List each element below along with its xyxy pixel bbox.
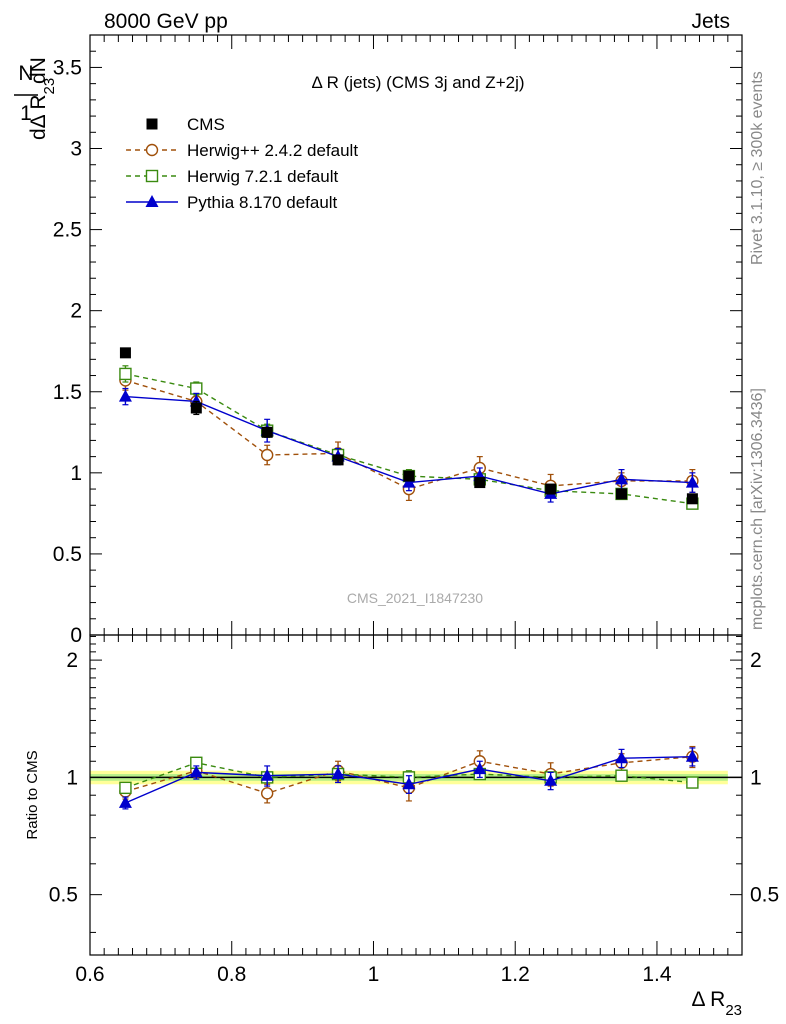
legend-marker-herwig-7-2-1-default xyxy=(145,169,159,183)
ratio-pythia-8-170-default-point xyxy=(615,751,629,764)
ratio-ytick-label-right: 0.5 xyxy=(750,884,779,907)
ratio-pythia-8-170-default-point xyxy=(331,767,345,780)
ratio-ylabel: Ratio to CMS xyxy=(24,750,41,839)
main-herwig-2-4-2-default-line xyxy=(125,379,693,490)
legend-marker-cms xyxy=(146,118,158,130)
main-herwig-7-2-1-default-point xyxy=(190,382,203,395)
main-cms-point xyxy=(616,488,628,500)
main-pythia-8-170-default-point xyxy=(615,472,629,485)
main-ytick-label: 0 xyxy=(70,624,82,647)
main-cms-point xyxy=(474,477,486,489)
main-cms-point xyxy=(686,493,698,505)
ratio-pythia-8-170-default-point xyxy=(685,749,699,762)
ratio-herwig-7-2-1-default-point xyxy=(119,781,132,795)
main-ytick-label: 3.5 xyxy=(53,56,82,79)
main-ytick-label: 1 xyxy=(70,462,82,485)
analysis-watermark: CMS_2021_I1847230 xyxy=(347,590,483,606)
ylabel-denominator: dΔ R23 xyxy=(27,78,58,140)
xtick-label: 0.6 xyxy=(75,963,104,986)
mcplots-label: mcplots.cern.ch [arXiv:1306.3436] xyxy=(749,388,766,630)
ratio-pythia-8-170-default-point xyxy=(189,765,203,778)
ratio-pythia-8-170-default-point xyxy=(260,768,274,781)
ratio-ytick-label-right: 1 xyxy=(750,766,762,789)
main-herwig-7-2-1-default-line xyxy=(125,373,693,505)
main-ytick-label: 3 xyxy=(70,138,82,161)
ratio-pythia-8-170-default-point xyxy=(402,777,416,790)
ratio-pythia-8-170-default-point xyxy=(473,762,487,775)
legend: CMS Herwig++ 2.4.2 default Herwig 7.2.1 de… xyxy=(126,115,358,212)
ratio-ytick-label-left: 1 xyxy=(66,766,78,789)
ylabel-n: N xyxy=(18,62,33,85)
main-panel: 0 0.5 1 1.5 2 2.5 3 3.5 xyxy=(53,34,743,647)
ratio-pythia-8-170-default-point xyxy=(544,773,558,786)
rivet-label: Rivet 3.1.10, ≥ 300k events xyxy=(749,71,766,265)
ylabel-one: 1 xyxy=(20,102,32,125)
legend-label-herwig-2-4-2-default: Herwig++ 2.4.2 default xyxy=(187,141,358,160)
main-ytick-label: 2 xyxy=(70,300,82,323)
ratio-herwig-7-2-1-default-point xyxy=(686,776,699,789)
main-pythia-8-170-default-point xyxy=(685,475,699,488)
ratio-frame xyxy=(89,634,743,956)
ratio-panel: 0.6 0.8 1 1.2 1.4 0.5 0.5 1 1 2 2 xyxy=(49,634,779,986)
chart-title: Δ R (jets) (CMS 3j and Z+2j) xyxy=(311,73,524,92)
xtick-label: 0.8 xyxy=(217,963,246,986)
main-ytick-label: 1.5 xyxy=(53,381,82,404)
legend-marker-pythia-8-170-default xyxy=(145,195,159,207)
header-left: 8000 GeV pp xyxy=(104,10,228,33)
ratio-herwig-2-4-2-default-point xyxy=(260,787,274,800)
header-right: Jets xyxy=(691,10,730,33)
main-cms-point xyxy=(190,402,202,414)
main-ylabel-denominator: dΔ R23 xyxy=(27,78,58,140)
main-herwig-7-2-1-default-point xyxy=(119,367,132,381)
main-pythia-8-170-default-point xyxy=(118,389,132,402)
main-cms-point xyxy=(403,470,415,482)
main-ylabel: 1 N xyxy=(14,62,38,125)
main-herwig-2-4-2-default-point xyxy=(260,448,274,462)
main-cms-point xyxy=(261,426,273,438)
legend-label-herwig-7-2-1-default: Herwig 7.2.1 default xyxy=(187,167,338,186)
main-ytick-label: 2.5 xyxy=(53,219,82,242)
main-ytick-label: 0.5 xyxy=(53,543,82,566)
ratio-ytick-label-right: 2 xyxy=(750,649,762,672)
legend-label-cms: CMS xyxy=(187,115,225,134)
main-cms-point xyxy=(119,347,131,359)
ratio-ytick-label-left: 0.5 xyxy=(49,884,78,907)
ratio-ytick-label-left: 2 xyxy=(66,649,78,672)
main-cms-point xyxy=(332,454,344,466)
ratio-pythia-8-170-default-point xyxy=(118,795,132,808)
ylabel-dn: dN xyxy=(27,57,50,84)
legend-label-pythia-8-170-default: Pythia 8.170 default xyxy=(187,193,338,212)
main-ylabel-rotated: dN xyxy=(27,57,50,84)
legend-marker-herwig-2-4-2-default xyxy=(145,143,159,157)
ratio-herwig-7-2-1-default-point xyxy=(615,769,628,782)
x-axis-label: Δ R23 xyxy=(691,988,742,1019)
xtick-label: 1.4 xyxy=(642,963,672,986)
main-cms-point xyxy=(545,483,557,495)
xtick-label: 1.2 xyxy=(501,963,530,986)
xtick-label: 1 xyxy=(368,963,380,986)
